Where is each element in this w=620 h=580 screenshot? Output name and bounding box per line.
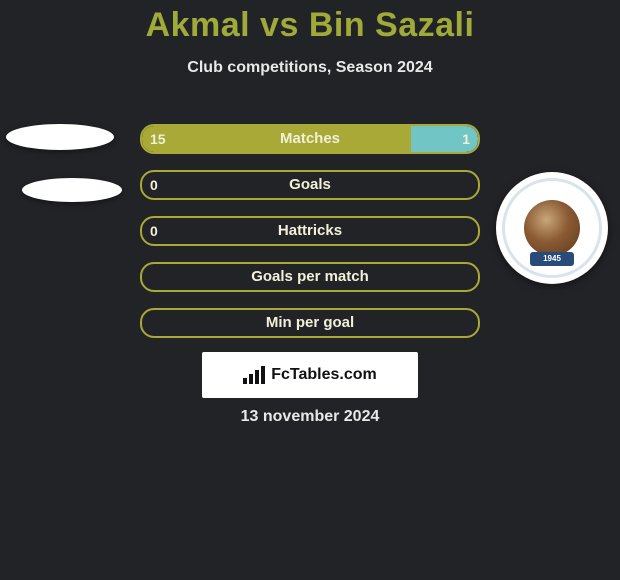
- bar-fill-left: [142, 126, 411, 152]
- bar-track: [140, 124, 480, 154]
- bar-track: [140, 308, 480, 338]
- brand-box: FcTables.com: [202, 352, 418, 398]
- bar-track: [140, 262, 480, 292]
- comparison-card: Akmal vs Bin Sazali Club competitions, S…: [0, 0, 620, 580]
- brand-chart-icon: [243, 366, 265, 384]
- bar-track: [140, 216, 480, 246]
- bar-row: Matches151: [0, 120, 620, 166]
- bar-track: [140, 170, 480, 200]
- bar-row: Min per goal: [0, 304, 620, 350]
- brand-text: FcTables.com: [271, 366, 377, 384]
- bars-container: Matches151Goals0Hattricks0Goals per matc…: [0, 120, 620, 350]
- bar-fill-right: [411, 126, 478, 152]
- bar-row: Hattricks0: [0, 212, 620, 258]
- bar-row: Goals per match: [0, 258, 620, 304]
- bar-row: Goals0: [0, 166, 620, 212]
- page-title: Akmal vs Bin Sazali: [0, 0, 620, 45]
- date-label: 13 november 2024: [0, 408, 620, 426]
- comparison-chart: 1945 Matches151Goals0Hattricks0Goals per…: [0, 120, 620, 350]
- page-subtitle: Club competitions, Season 2024: [0, 59, 620, 77]
